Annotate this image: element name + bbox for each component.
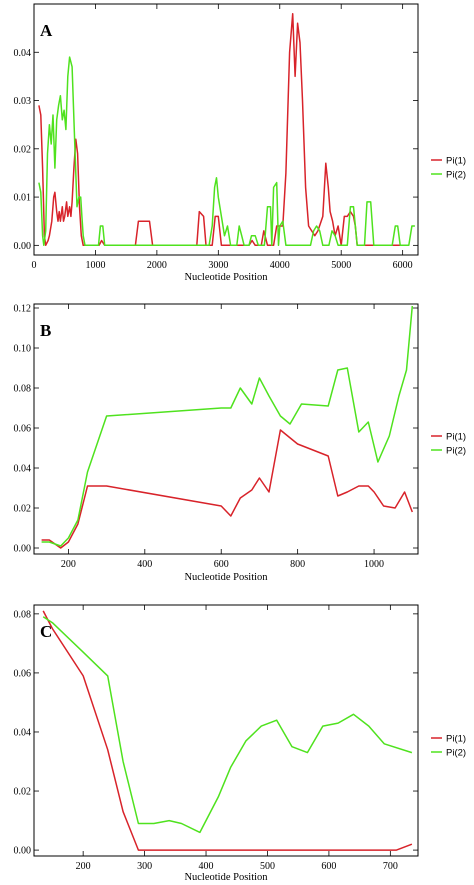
panel-letter: C xyxy=(40,622,52,641)
panel-letter: A xyxy=(40,21,53,40)
x-tick-label: 3000 xyxy=(208,260,228,271)
series-line-pi2 xyxy=(38,56,415,247)
panel-c: 0.00 0.02 0.04 0.06 0.08 200 300 400 500 600 700 Nu… xyxy=(14,604,466,883)
series-line-pi1 xyxy=(38,12,409,247)
x-tick-label: 400 xyxy=(199,861,214,872)
plot-frame xyxy=(33,3,419,256)
x-tick-label: 5000 xyxy=(331,260,351,271)
x-axis-label: Nucleotide Position xyxy=(184,272,268,283)
y-tick-label: 0.12 xyxy=(14,304,32,315)
legend-entry: Pi(2) xyxy=(446,748,466,759)
legend-entry: Pi(2) xyxy=(446,170,466,181)
x-tick-label: 300 xyxy=(137,861,152,872)
x-tick-label: 1000 xyxy=(85,260,105,271)
legend-entry: Pi(1) xyxy=(446,734,466,745)
y-tick-label: 0.02 xyxy=(14,144,32,155)
y-tick-label: 0.04 xyxy=(14,48,32,59)
x-axis-label: Nucleotide Position xyxy=(184,872,268,883)
x-tick-label: 400 xyxy=(137,559,152,570)
legend-entry: Pi(1) xyxy=(446,156,466,167)
y-tick-label: 0.08 xyxy=(14,609,32,620)
series-line-pi1 xyxy=(42,610,413,851)
series-line-pi1 xyxy=(41,429,413,549)
legend-entry: Pi(1) xyxy=(446,432,466,443)
x-tick-label: 0 xyxy=(32,260,37,271)
plot-frame xyxy=(33,604,419,857)
y-tick-label: 0.01 xyxy=(14,193,32,204)
series-line-pi2 xyxy=(41,305,414,547)
panel-b: 0.00 0.02 0.04 0.06 0.08 0.10 0.12 200 400 600 800… xyxy=(14,303,466,583)
y-tick-label: 0.06 xyxy=(14,668,32,679)
x-tick-label: 700 xyxy=(383,861,398,872)
series-line-pi2 xyxy=(42,616,413,834)
x-tick-label: 200 xyxy=(61,559,76,570)
y-tick-label: 0.03 xyxy=(14,96,32,107)
y-tick-label: 0.00 xyxy=(14,241,32,252)
y-tick-label: 0.04 xyxy=(14,727,32,738)
y-tick-label: 0.02 xyxy=(14,504,32,515)
x-tick-label: 1000 xyxy=(364,559,384,570)
x-tick-label: 600 xyxy=(321,861,336,872)
panel-letter: B xyxy=(40,321,51,340)
x-tick-label: 500 xyxy=(260,861,275,872)
x-tick-label: 6000 xyxy=(393,260,413,271)
y-tick-label: 0.10 xyxy=(14,344,32,355)
panel-a: 0.00 0.01 0.02 0.03 0.04 0 1000 2000 3000 4000 500… xyxy=(14,3,466,283)
y-tick-label: 0.00 xyxy=(14,846,32,857)
x-tick-label: 800 xyxy=(290,559,305,570)
y-tick-label: 0.00 xyxy=(14,544,32,555)
plot-frame xyxy=(33,303,419,555)
legend-entry: Pi(2) xyxy=(446,446,466,457)
y-tick-label: 0.08 xyxy=(14,384,32,395)
x-tick-label: 2000 xyxy=(147,260,167,271)
x-tick-label: 200 xyxy=(76,861,91,872)
x-tick-label: 4000 xyxy=(270,260,290,271)
y-tick-label: 0.06 xyxy=(14,424,32,435)
y-tick-label: 0.02 xyxy=(14,787,32,798)
y-tick-label: 0.04 xyxy=(14,464,32,475)
x-axis-label: Nucleotide Position xyxy=(184,572,268,583)
x-tick-label: 600 xyxy=(214,559,229,570)
